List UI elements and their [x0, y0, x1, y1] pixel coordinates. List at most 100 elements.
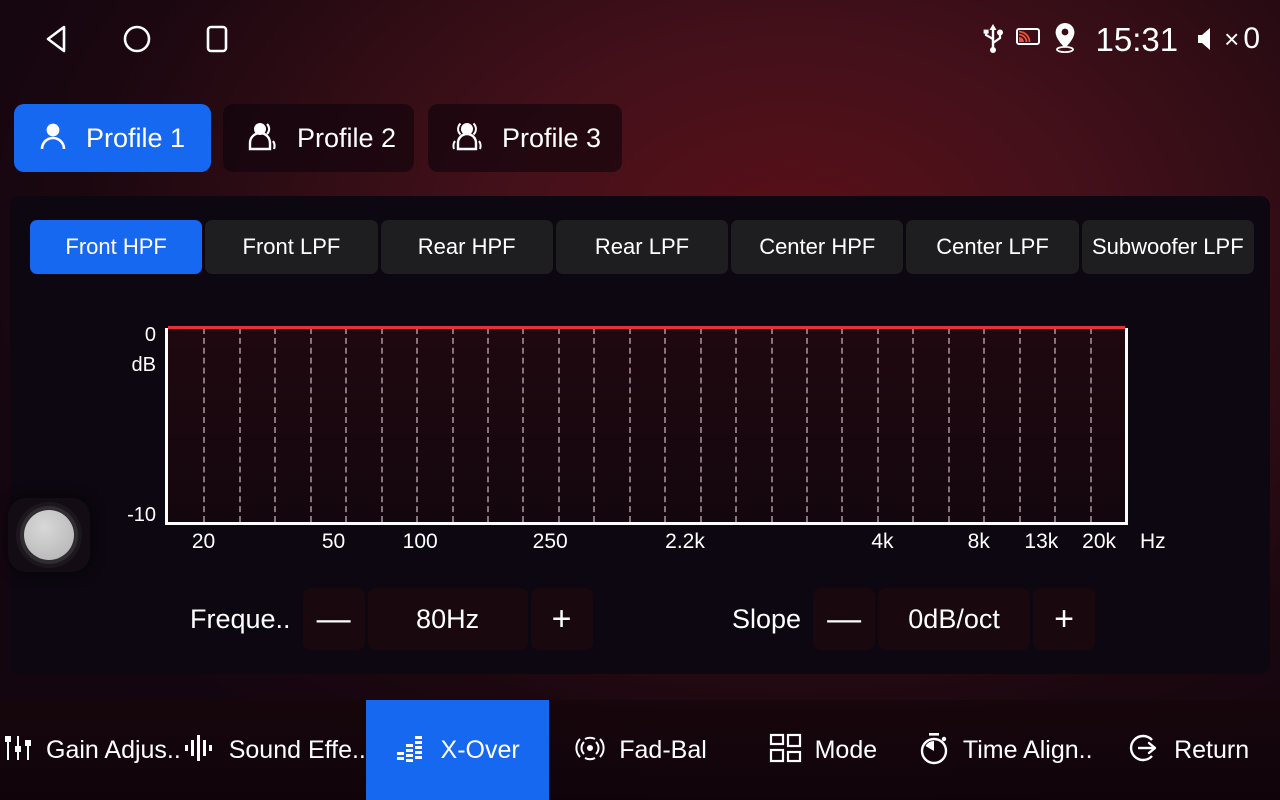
arrow-right-circle-icon — [1128, 731, 1162, 770]
filter-tab-label: Rear HPF — [417, 234, 516, 259]
recents-nav-icon[interactable] — [200, 22, 234, 56]
nav-item-label: Mode — [814, 735, 878, 764]
nav-item-return[interactable]: Return — [1097, 700, 1280, 800]
single-person-icon — [36, 119, 70, 158]
knob-inner-circle — [24, 510, 74, 560]
profile-bar: Profile 1 Profile 2 Profile 3 — [0, 104, 1280, 268]
slope-control-group: Slope — 0dB/oct + — [732, 584, 1096, 654]
chart-gridline — [274, 328, 277, 522]
filter-tab-label: Front HPF — [65, 234, 167, 259]
status-clock: 15:31 — [1095, 20, 1179, 58]
filter-tab-front-lpf[interactable]: Front LPF — [205, 220, 378, 274]
profile-tab-3[interactable]: Profile 3 — [428, 104, 622, 172]
x-axis-tick-label: 250 — [532, 530, 568, 553]
chart-gridline — [557, 328, 560, 522]
filter-tab-list: Front HPF Front LPF Rear HPF Rear LPF Ce… — [30, 220, 1254, 274]
nav-item-label: Sound Effe.. — [228, 735, 366, 764]
cast-icon — [1015, 26, 1041, 53]
nav-item-x-over[interactable]: X-Over — [365, 700, 549, 800]
bottom-navigation-bar: Gain Adjus.. Sound Effe.. X-Over — [0, 700, 1280, 800]
sliders-icon — [2, 732, 34, 769]
filter-tab-label: Subwoofer LPF — [1092, 234, 1244, 259]
profile-tab-2[interactable]: Profile 2 — [223, 104, 414, 172]
filter-tab-label: Rear LPF — [594, 234, 690, 259]
filter-tab-label: Front LPF — [242, 234, 341, 259]
equalizer-bars-icon — [395, 732, 429, 769]
frequency-value: 80Hz — [367, 588, 528, 650]
chart-gridline — [770, 328, 773, 522]
nav-item-gain-adjust[interactable]: Gain Adjus.. — [0, 700, 183, 800]
volume-level: 0 — [1243, 22, 1260, 55]
chart-gridline — [1054, 328, 1057, 522]
nav-item-sound-effects[interactable]: Sound Effe.. — [183, 700, 366, 800]
usb-icon — [982, 21, 1004, 58]
x-axis-tick-label: 13k — [1024, 530, 1059, 553]
frequency-decrease-button[interactable]: — — [302, 588, 365, 650]
nav-item-mode[interactable]: Mode — [731, 700, 914, 800]
frequency-response-chart: 0 dB -10 20 50 100 250 2.2k 4k 8k 13k 20k Hz — [10, 306, 1270, 556]
chart-gridline — [345, 328, 348, 522]
volume-indicator: × 0 — [1194, 24, 1260, 54]
nav-item-fad-bal[interactable]: Fad-Bal — [549, 700, 732, 800]
crossover-panel: Front HPF Front LPF Rear HPF Rear LPF Ce… — [10, 196, 1270, 674]
chart-gridlines — [168, 328, 1125, 522]
nav-item-label: Fad-Bal — [619, 735, 707, 764]
fade-balance-icon — [573, 731, 607, 770]
profile-tab-2-label: Profile 2 — [297, 122, 397, 153]
filter-tab-front-hpf[interactable]: Front HPF — [30, 220, 203, 274]
slope-decrease-button[interactable]: — — [813, 588, 876, 650]
chart-gridline — [876, 328, 879, 522]
status-bar: 15:31 × 0 — [0, 0, 1280, 78]
x-axis-tick-label: 20k — [1082, 530, 1117, 553]
filter-tab-subwoofer-lpf[interactable]: Subwoofer LPF — [1081, 220, 1254, 274]
nav-item-label: Time Align.. — [962, 735, 1093, 764]
waveform-icon — [183, 732, 217, 769]
y-axis-top-label: 0 — [144, 324, 156, 346]
nav-item-label: X-Over — [440, 735, 520, 764]
filter-tab-rear-hpf[interactable]: Rear HPF — [380, 220, 553, 274]
nav-item-label: Return — [1174, 735, 1250, 764]
chart-gridline — [522, 328, 525, 522]
speaker-mode-icon — [769, 733, 803, 768]
frequency-control-group: Freque.. — 80Hz + — [190, 584, 593, 654]
chart-gridline — [309, 328, 312, 522]
filter-tab-rear-lpf[interactable]: Rear LPF — [555, 220, 729, 274]
filter-tab-center-lpf[interactable]: Center LPF — [906, 220, 1079, 274]
y-axis-unit-label: dB — [131, 354, 156, 376]
filter-tab-label: Center HPF — [759, 234, 876, 259]
x-axis-unit-label: Hz — [1140, 530, 1166, 553]
chart-plot-area[interactable] — [165, 326, 1128, 525]
two-persons-icon — [245, 119, 281, 158]
location-icon — [1052, 21, 1078, 58]
x-axis-tick-label: 4k — [871, 530, 894, 553]
three-persons-icon — [450, 119, 486, 158]
chart-gridline — [486, 328, 489, 522]
x-axis-tick-label: 20 — [191, 530, 216, 553]
frequency-increase-button[interactable]: + — [530, 588, 593, 650]
filter-tab-label: Center LPF — [936, 234, 1049, 259]
slope-increase-button[interactable]: + — [1033, 588, 1096, 650]
chart-gridline — [1018, 328, 1021, 522]
x-axis-tick-label: 2.2k — [665, 530, 705, 553]
floating-knob-handle[interactable] — [8, 498, 90, 572]
chart-gridline — [1089, 328, 1092, 522]
chart-gridline — [735, 328, 738, 522]
chart-gridline — [947, 328, 950, 522]
nav-item-time-alignment[interactable]: Time Align.. — [914, 700, 1097, 800]
profile-tab-3-label: Profile 3 — [502, 122, 602, 153]
nav-item-label: Gain Adjus.. — [46, 735, 181, 764]
android-nav-buttons — [0, 22, 234, 56]
filter-tab-center-hpf[interactable]: Center HPF — [731, 220, 904, 274]
chart-gridline — [238, 328, 241, 522]
x-axis-tick-label: 50 — [321, 530, 346, 553]
chart-gridline — [380, 328, 383, 522]
home-nav-icon[interactable] — [120, 22, 154, 56]
back-nav-icon[interactable] — [40, 22, 74, 56]
chart-gridline — [628, 328, 631, 522]
x-axis-tick-label: 8k — [967, 530, 990, 553]
profile-tab-1-label: Profile 1 — [86, 122, 186, 153]
volume-mute-symbol: × — [1224, 24, 1240, 54]
volume-icon — [1198, 28, 1211, 50]
profile-tab-1[interactable]: Profile 1 — [14, 104, 211, 172]
response-curve — [168, 326, 1125, 329]
